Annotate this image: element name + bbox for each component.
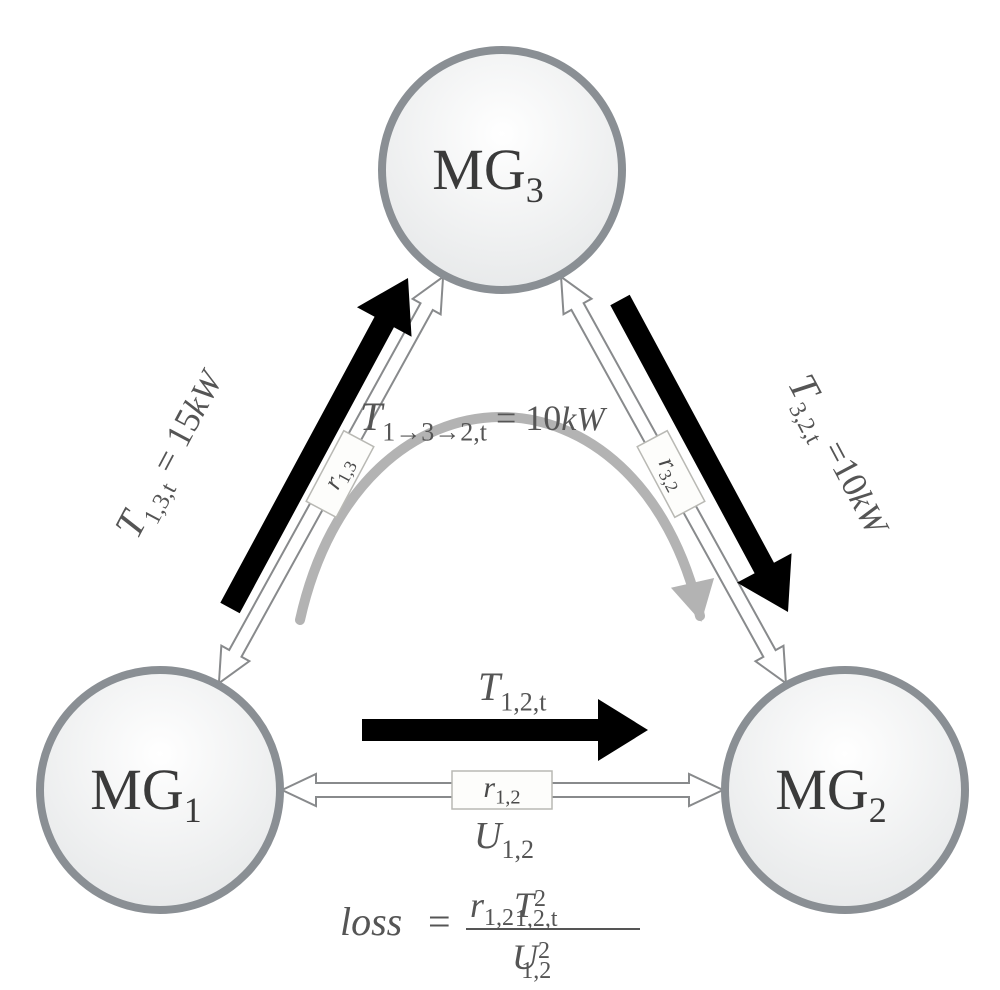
resistor-r12: r1,2 <box>452 771 552 809</box>
node-mg1: MG1 <box>40 670 280 910</box>
math-label: U1,2 <box>474 815 534 864</box>
math-label: T1,3,t = 15kW <box>105 360 238 548</box>
flow-arrows-layer <box>203 263 816 761</box>
node-mg3: MG3 <box>382 50 622 290</box>
path-arc-head <box>671 578 714 622</box>
microgrid-network-diagram: MG3MG1MG2 r1,3r3,2r1,2 T1,3,t = 15kWT3,2… <box>0 0 1000 990</box>
math-label: T1,2,t <box>478 664 547 716</box>
loss-formula: loss = r1,2T21,2,t U21,2 <box>340 885 640 984</box>
svg-text:U21,2: U21,2 <box>512 937 551 984</box>
svg-text:r1,2T21,2,t: r1,2T21,2,t <box>470 885 558 932</box>
svg-text:loss: loss <box>340 899 402 944</box>
svg-text:=: = <box>428 899 451 944</box>
math-label: T1→3→2,t = 10kW <box>360 394 607 446</box>
math-label: T3,2,t =10kW <box>773 366 902 546</box>
node-mg2: MG2 <box>725 670 965 910</box>
flow32 <box>593 285 816 626</box>
